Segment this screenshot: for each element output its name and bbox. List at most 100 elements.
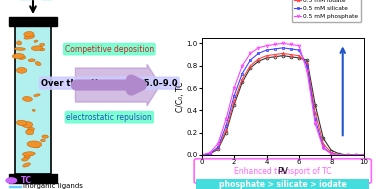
0.5 mM phosphate: [216, 143, 220, 145]
0.5 mM iodate: [199, 154, 204, 156]
without ligands: [313, 104, 317, 106]
0.5 mM silicate: [321, 146, 326, 148]
Ellipse shape: [35, 62, 41, 66]
0.5 mM iodate: [289, 53, 293, 56]
0.5 mM iodate: [264, 54, 269, 57]
without ligands: [305, 59, 309, 61]
0.5 mM phosphate: [232, 87, 236, 89]
Text: electrostatic repulsion: electrostatic repulsion: [66, 113, 152, 122]
0.5 mM phosphate: [329, 153, 334, 155]
without ligands: [337, 153, 342, 155]
0.5 mM iodate: [207, 153, 212, 155]
0.5 mM silicate: [216, 146, 220, 148]
0.5 mM phosphate: [321, 147, 326, 149]
0.5 mM iodate: [345, 154, 350, 156]
Line: 0.5 mM iodate: 0.5 mM iodate: [200, 52, 365, 156]
without ligands: [240, 81, 245, 84]
Text: Over the pH range of 5.0–9.0: Over the pH range of 5.0–9.0: [41, 79, 178, 88]
0.5 mM iodate: [224, 129, 228, 132]
0.5 mM iodate: [297, 54, 301, 57]
0.5 mM phosphate: [264, 44, 269, 47]
0.5 mM silicate: [362, 154, 366, 156]
0.5 mM phosphate: [313, 123, 317, 125]
Text: phosphate > silicate > iodate: phosphate > silicate > iodate: [219, 180, 346, 189]
0.5 mM iodate: [321, 143, 326, 145]
Bar: [9, 17, 57, 26]
0.5 mM silicate: [256, 52, 261, 55]
without ligands: [354, 154, 358, 156]
X-axis label: PV: PV: [277, 167, 288, 176]
Ellipse shape: [21, 158, 28, 161]
0.5 mM silicate: [240, 72, 245, 75]
Circle shape: [6, 178, 17, 183]
Ellipse shape: [22, 152, 35, 156]
Ellipse shape: [24, 154, 30, 159]
Ellipse shape: [42, 135, 48, 138]
without ligands: [345, 154, 350, 156]
Ellipse shape: [41, 139, 45, 142]
FancyBboxPatch shape: [194, 159, 371, 183]
0.5 mM silicate: [337, 154, 342, 156]
0.5 mM phosphate: [362, 154, 366, 156]
FancyBboxPatch shape: [15, 26, 51, 174]
Line: 0.5 mM silicate: 0.5 mM silicate: [200, 46, 365, 156]
0.5 mM phosphate: [224, 118, 228, 120]
0.5 mM iodate: [337, 154, 342, 156]
without ligands: [256, 60, 261, 62]
Ellipse shape: [31, 46, 43, 50]
without ligands: [272, 56, 277, 58]
0.5 mM phosphate: [345, 154, 350, 156]
0.5 mM phosphate: [354, 154, 358, 156]
Ellipse shape: [34, 94, 40, 96]
0.5 mM silicate: [248, 59, 253, 61]
0.5 mM iodate: [232, 100, 236, 103]
0.5 mM silicate: [305, 65, 309, 67]
Bar: [9, 174, 57, 183]
0.5 mM phosphate: [305, 70, 309, 72]
FancyArrow shape: [75, 64, 160, 106]
0.5 mM phosphate: [297, 44, 301, 47]
without ligands: [264, 57, 269, 59]
Text: Enhanced transport of TC: Enhanced transport of TC: [234, 167, 331, 176]
0.5 mM iodate: [354, 154, 358, 156]
Ellipse shape: [26, 129, 34, 135]
Ellipse shape: [33, 145, 40, 148]
0.5 mM silicate: [289, 48, 293, 50]
Ellipse shape: [40, 43, 44, 46]
Ellipse shape: [40, 49, 45, 51]
Ellipse shape: [17, 120, 27, 125]
0.5 mM phosphate: [280, 42, 285, 45]
0.5 mM iodate: [216, 147, 220, 149]
Text: inorganic ligands: inorganic ligands: [23, 183, 83, 189]
0.5 mM iodate: [248, 65, 253, 67]
0.5 mM silicate: [224, 125, 228, 127]
0.5 mM silicate: [199, 154, 204, 156]
Ellipse shape: [34, 40, 38, 42]
FancyBboxPatch shape: [9, 186, 21, 187]
0.5 mM iodate: [305, 62, 309, 65]
without ligands: [280, 54, 285, 57]
0.5 mM silicate: [313, 118, 317, 120]
without ligands: [207, 153, 212, 155]
0.5 mM silicate: [297, 49, 301, 51]
Ellipse shape: [27, 141, 42, 148]
Ellipse shape: [22, 122, 33, 128]
0.5 mM phosphate: [337, 154, 342, 156]
0.5 mM silicate: [264, 49, 269, 51]
without ligands: [321, 137, 326, 139]
0.5 mM silicate: [280, 47, 285, 49]
without ligands: [297, 57, 301, 59]
0.5 mM phosphate: [207, 152, 212, 154]
without ligands: [329, 149, 334, 152]
Legend: without ligands, 0.5 mM iodate, 0.5 mM silicate, 0.5 mM phosphate: without ligands, 0.5 mM iodate, 0.5 mM s…: [292, 0, 361, 22]
Ellipse shape: [19, 56, 26, 60]
Ellipse shape: [24, 35, 35, 39]
0.5 mM phosphate: [256, 47, 261, 49]
0.5 mM phosphate: [289, 43, 293, 46]
Line: without ligands: without ligands: [200, 54, 365, 156]
0.5 mM phosphate: [240, 65, 245, 67]
without ligands: [232, 104, 236, 106]
0.5 mM phosphate: [248, 52, 253, 55]
0.5 mM iodate: [329, 152, 334, 154]
0.5 mM silicate: [232, 95, 236, 97]
